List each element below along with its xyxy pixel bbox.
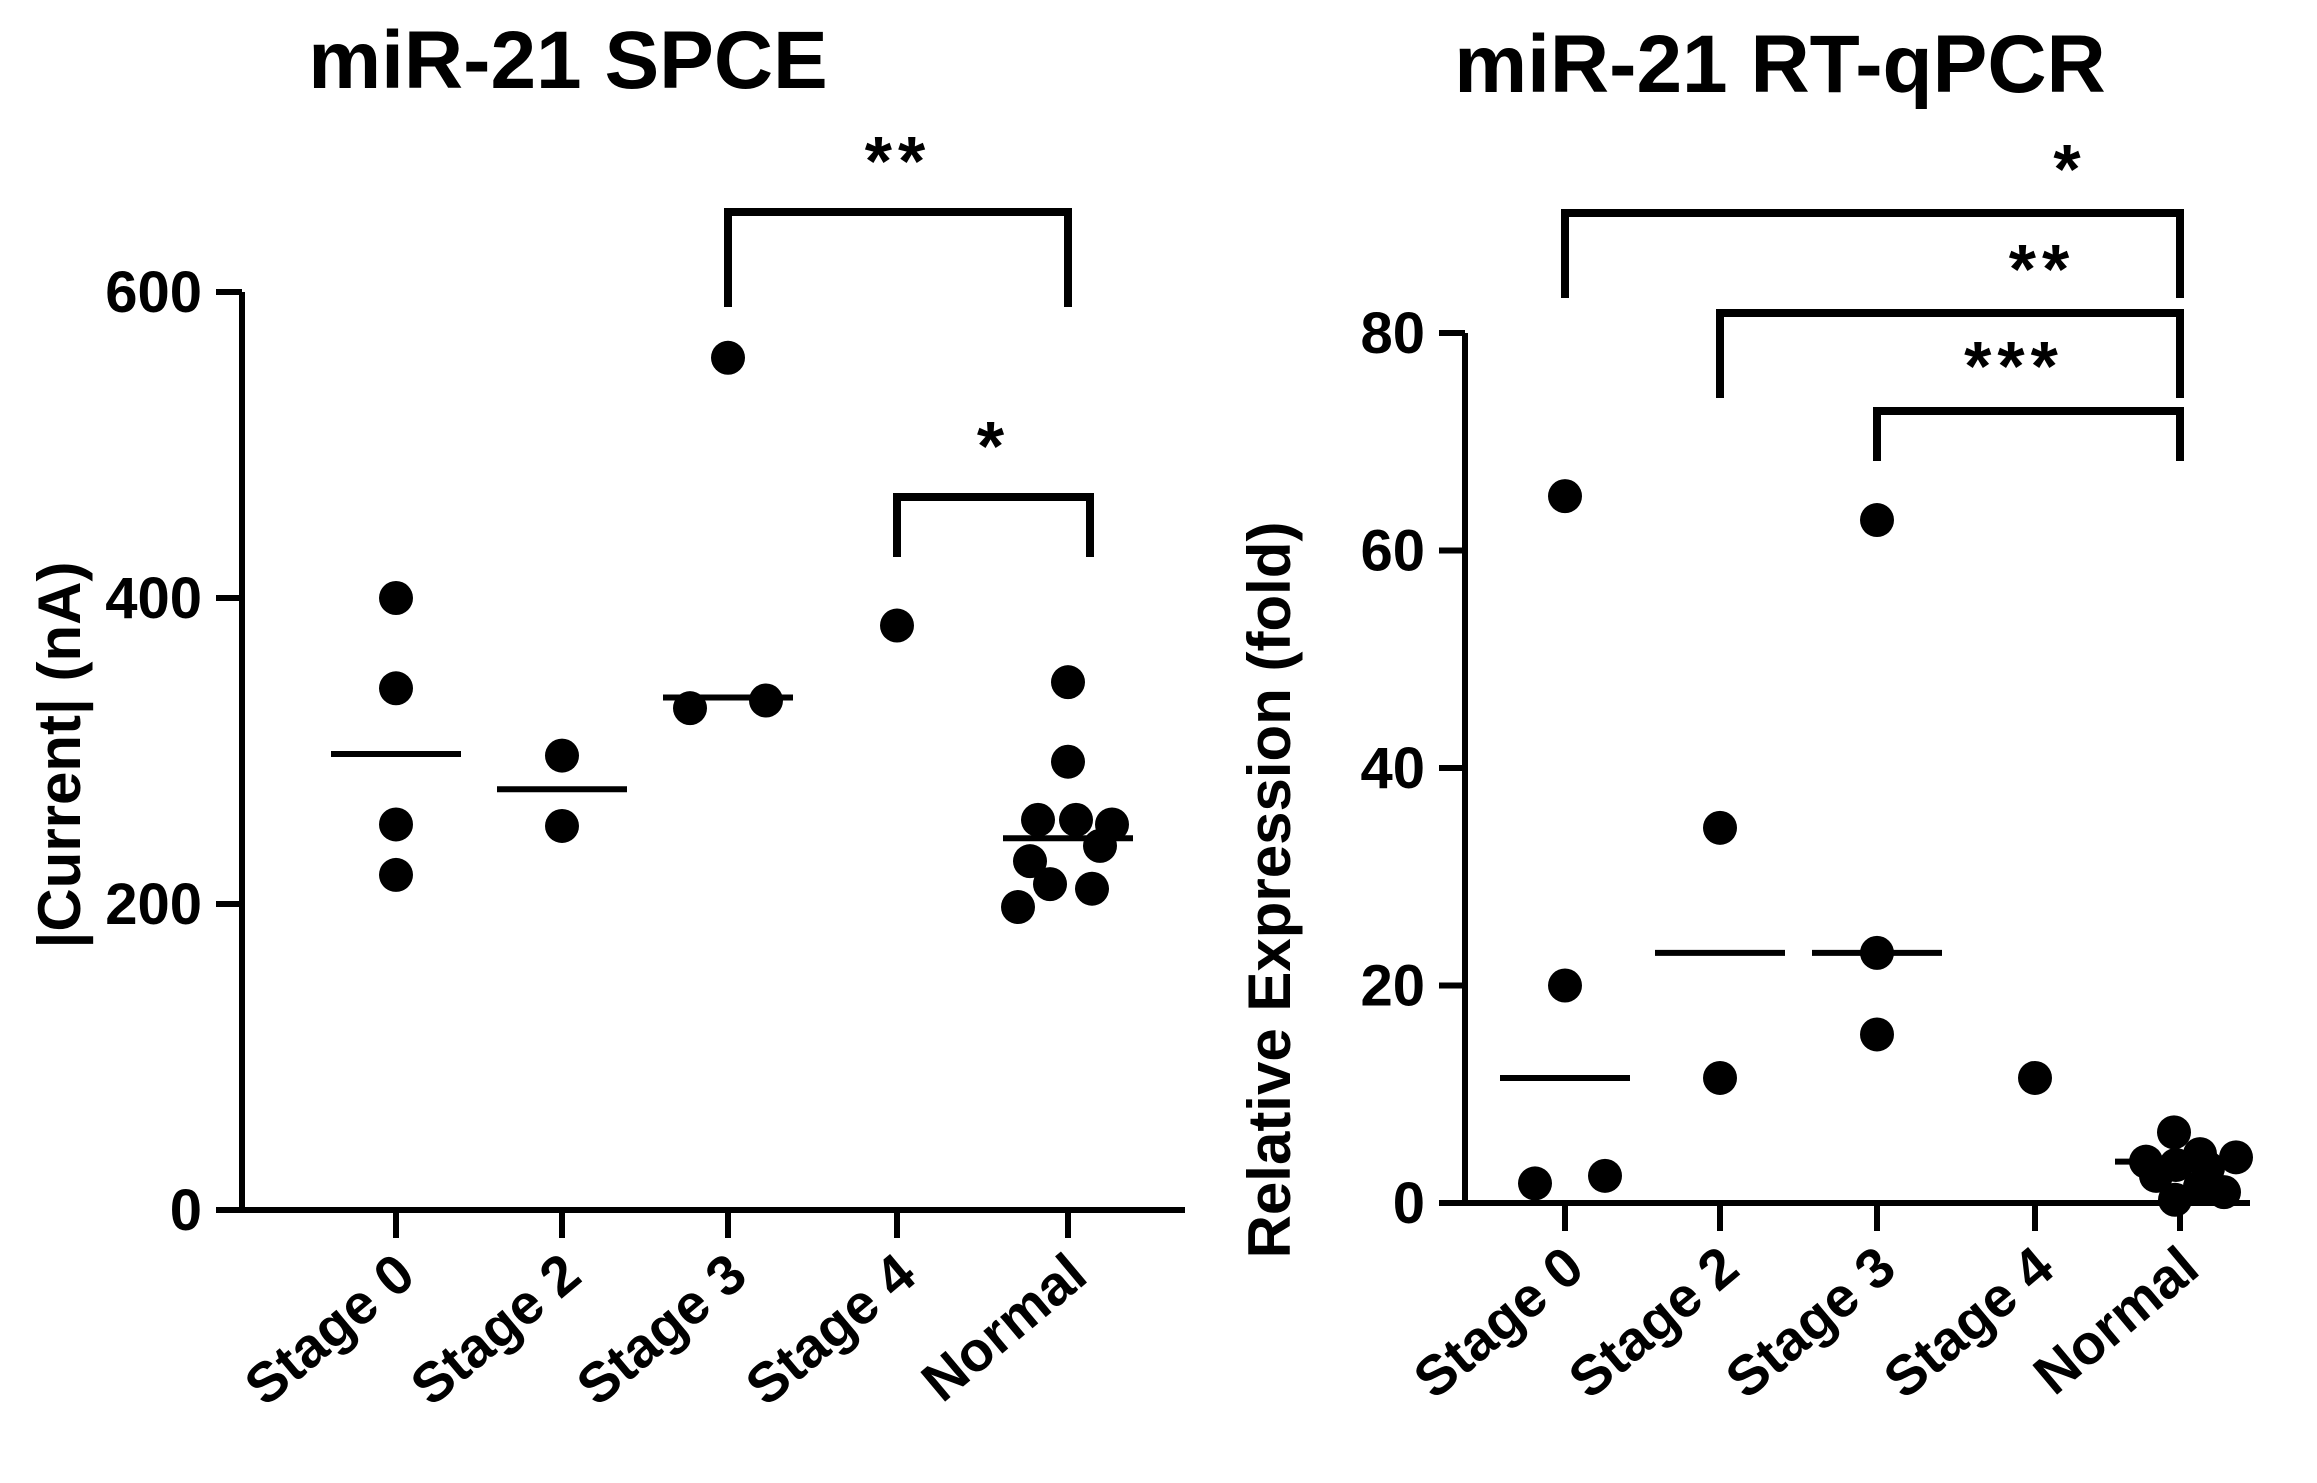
x-tick-label: Stage 0	[233, 1241, 426, 1417]
y-tick-label: 600	[105, 260, 202, 325]
data-point	[1588, 1158, 1622, 1193]
data-point	[1051, 744, 1085, 779]
data-point	[379, 807, 413, 842]
data-point	[880, 608, 914, 643]
data-point	[1703, 1060, 1737, 1095]
x-tick-label: Stage 2	[1557, 1234, 1750, 1410]
data-point	[1860, 1017, 1894, 1052]
data-point	[379, 581, 413, 615]
data-point	[1548, 479, 1582, 514]
data-point	[2157, 1115, 2191, 1150]
data-point	[1548, 968, 1582, 1003]
panel-rtqpcr: miR-21 RT-qPCR Relative Expression (fold…	[1236, 19, 2253, 1410]
data-point	[545, 808, 579, 843]
panel-spce: miR-21 SPCE |Current| (nA) 0 200 400 600 Sta…	[26, 15, 1185, 1417]
data-point	[545, 738, 579, 773]
data-point	[2207, 1175, 2241, 1210]
y-tick-label: 0	[1393, 1171, 1425, 1236]
panel-title: miR-21 RT-qPCR	[1454, 19, 2106, 110]
x-tick-label: Stage 4	[734, 1241, 927, 1417]
x-tick-label: Stage 0	[1402, 1234, 1595, 1410]
data-point	[1860, 503, 1894, 538]
significance-label: **	[2009, 230, 2075, 308]
significance-bracket	[1716, 309, 2184, 398]
y-tick-label: 400	[105, 566, 202, 631]
data-point	[2158, 1182, 2192, 1217]
y-axis-label: Relative Expression (fold)	[1236, 522, 1303, 1259]
panel-title: miR-21 SPCE	[308, 15, 828, 106]
data-point	[1703, 810, 1737, 845]
data-point	[711, 340, 745, 375]
data-point	[1001, 890, 1035, 925]
y-tick-label: 200	[105, 872, 202, 937]
data-point	[1021, 802, 1055, 837]
data-point	[2219, 1140, 2253, 1175]
data-point	[379, 857, 413, 892]
y-tick-label: 80	[1360, 301, 1425, 366]
y-axis-label: |Current| (nA)	[26, 562, 94, 949]
y-tick-label: 60	[1360, 519, 1425, 584]
data-point	[1051, 665, 1085, 700]
data-point	[2139, 1158, 2173, 1193]
significance-bracket	[724, 208, 1072, 307]
data-point	[1059, 802, 1093, 837]
significance-label: *	[977, 407, 1010, 485]
data-point	[1013, 844, 1047, 879]
x-tick-label: Stage 3	[1714, 1234, 1907, 1410]
x-tick-label: Stage 4	[1872, 1234, 2065, 1410]
data-point	[1518, 1166, 1552, 1201]
data-point	[1033, 867, 1067, 902]
x-tick-label: Normal	[2021, 1234, 2209, 1406]
significance-label: **	[865, 122, 931, 200]
data-point	[1075, 871, 1109, 906]
significance-label: *	[2053, 130, 2086, 208]
y-tick-label: 40	[1360, 736, 1425, 801]
significance-bracket	[1561, 209, 2184, 298]
x-tick-label: Stage 2	[399, 1241, 592, 1417]
data-point	[379, 671, 413, 706]
significance-bracket	[893, 493, 1094, 557]
data-point	[749, 683, 783, 718]
x-tick-label: Stage 3	[565, 1241, 758, 1417]
data-point	[2018, 1060, 2052, 1095]
x-tick-label: Normal	[909, 1241, 1097, 1413]
y-tick-label: 20	[1360, 954, 1425, 1019]
data-point	[1083, 828, 1117, 863]
significance-label: ***	[1964, 327, 2064, 405]
y-tick-label: 0	[170, 1178, 202, 1243]
significance-bracket	[1873, 407, 2184, 461]
